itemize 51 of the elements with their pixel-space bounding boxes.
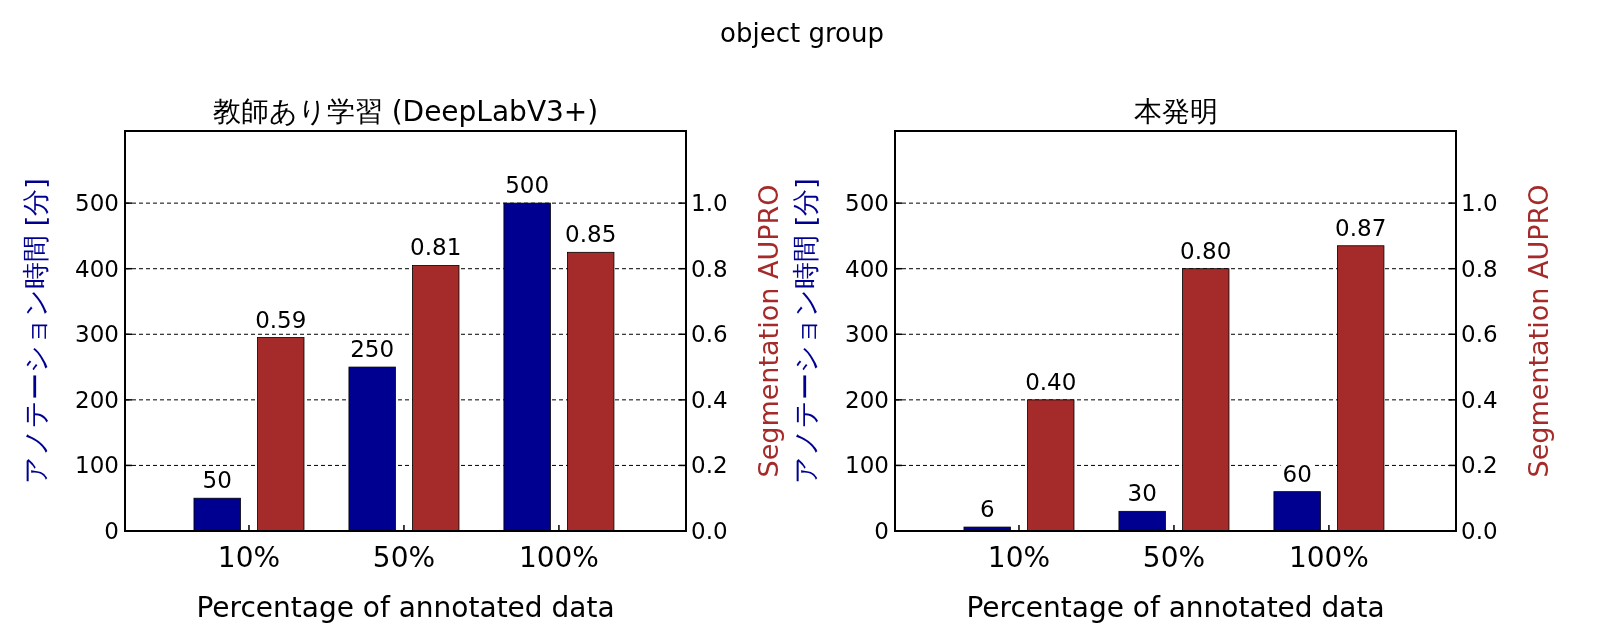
y2-axis-title: Segmentation AUPRO	[1523, 184, 1554, 478]
x-tick-label: 10%	[987, 541, 1051, 574]
y-tick-label: 300	[845, 321, 889, 348]
y-tick-label: 400	[75, 255, 119, 282]
y-axis-title: アノテーション時間 [分]	[20, 178, 51, 484]
data-label: 30	[1127, 480, 1157, 507]
data-label: 0.81	[410, 234, 462, 261]
y-tick-label: 200	[75, 386, 119, 413]
x-tick-label: 100%	[1288, 541, 1369, 574]
data-label: 250	[350, 336, 395, 363]
y-tick-label: 200	[845, 386, 889, 413]
y2-tick-label: 1.0	[1461, 190, 1498, 217]
data-label: 50	[202, 467, 232, 494]
data-label: 0.87	[1335, 214, 1387, 241]
y-tick-label: 500	[845, 190, 889, 217]
y2-tick-label: 0.2	[691, 452, 728, 479]
text: object group	[720, 18, 884, 48]
y-tick-label: 500	[75, 190, 119, 217]
y-tick-label: 100	[845, 452, 889, 479]
y-tick-label: 0	[874, 518, 889, 544]
data-label: 6	[979, 496, 995, 523]
y2-tick-label: 0.4	[691, 386, 728, 413]
y2-tick-label: 1.0	[691, 190, 728, 217]
y-tick-label: 100	[75, 452, 119, 479]
data-label: 0.59	[255, 306, 307, 333]
x-tick-label: 50%	[1142, 541, 1206, 574]
y2-axis-title: Segmentation AUPRO	[753, 184, 784, 478]
y2-tick-label: 0.8	[1461, 255, 1498, 282]
data-label: 0.85	[565, 221, 617, 248]
y2-tick-label: 0.8	[691, 255, 728, 282]
y-tick-label: 300	[75, 321, 119, 348]
y2-tick-label: 0.6	[1461, 321, 1498, 348]
y2-tick-label: 0.0	[691, 518, 728, 544]
y-axis-title: アノテーション時間 [分]	[790, 178, 821, 484]
y2-tick-label: 0.0	[1461, 518, 1498, 544]
data-label: 0.80	[1180, 237, 1232, 264]
y2-tick-label: 0.6	[691, 321, 728, 348]
x-tick-label: 50%	[372, 541, 436, 574]
y-tick-label: 0	[104, 518, 119, 544]
y-tick-label: 400	[845, 255, 889, 282]
chart-title: 本発明	[1133, 95, 1218, 128]
x-axis-title: Percentage of annotated data	[966, 591, 1385, 624]
x-tick-label: 100%	[518, 541, 599, 574]
data-label: 0.40	[1025, 368, 1077, 395]
x-tick-label: 10%	[217, 541, 281, 574]
data-label: 60	[1282, 460, 1312, 487]
y2-tick-label: 0.2	[1461, 452, 1498, 479]
x-axis-title: Percentage of annotated data	[196, 591, 615, 624]
y2-tick-label: 0.4	[1461, 386, 1498, 413]
data-label: 500	[505, 172, 550, 199]
chart-title: 教師あり学習 (DeepLabV3+)	[212, 95, 599, 128]
